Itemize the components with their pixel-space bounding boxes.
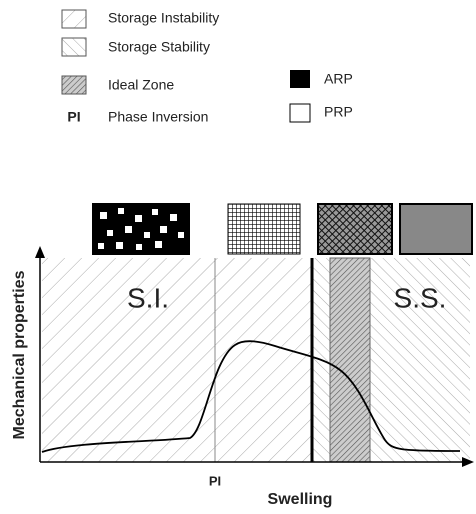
legend-label: Storage Stability: [108, 39, 210, 55]
pi-label: PI: [209, 473, 221, 488]
x-arrow: [462, 457, 474, 467]
morphology-cross: [317, 203, 393, 255]
legend-swatch: [61, 75, 87, 95]
legend-label: Phase Inversion: [108, 109, 208, 125]
legend-swatch: [290, 70, 310, 88]
legend-symbol: PI: [67, 109, 80, 125]
legend-label: Ideal Zone: [108, 77, 174, 93]
legend-swatch: [61, 9, 87, 29]
legend-label: ARP: [324, 71, 353, 87]
x-label: Swelling: [268, 491, 333, 508]
legend-swatch: [61, 37, 87, 57]
y-arrow: [35, 246, 45, 258]
legend-label: Storage Instability: [108, 10, 219, 26]
legend-label: PRP: [324, 104, 353, 120]
morphology-arp: [92, 203, 190, 255]
morphology-prp: [399, 203, 473, 255]
region-ideal: [329, 257, 371, 463]
legend-swatch: [289, 103, 311, 123]
region-instability: [42, 258, 312, 462]
y-label: Mechanical properties: [11, 270, 28, 439]
region-label: S.I.: [127, 282, 169, 313]
region-label: S.S.: [394, 282, 447, 313]
morphology-grid: [227, 203, 301, 255]
curve: [41, 340, 461, 453]
